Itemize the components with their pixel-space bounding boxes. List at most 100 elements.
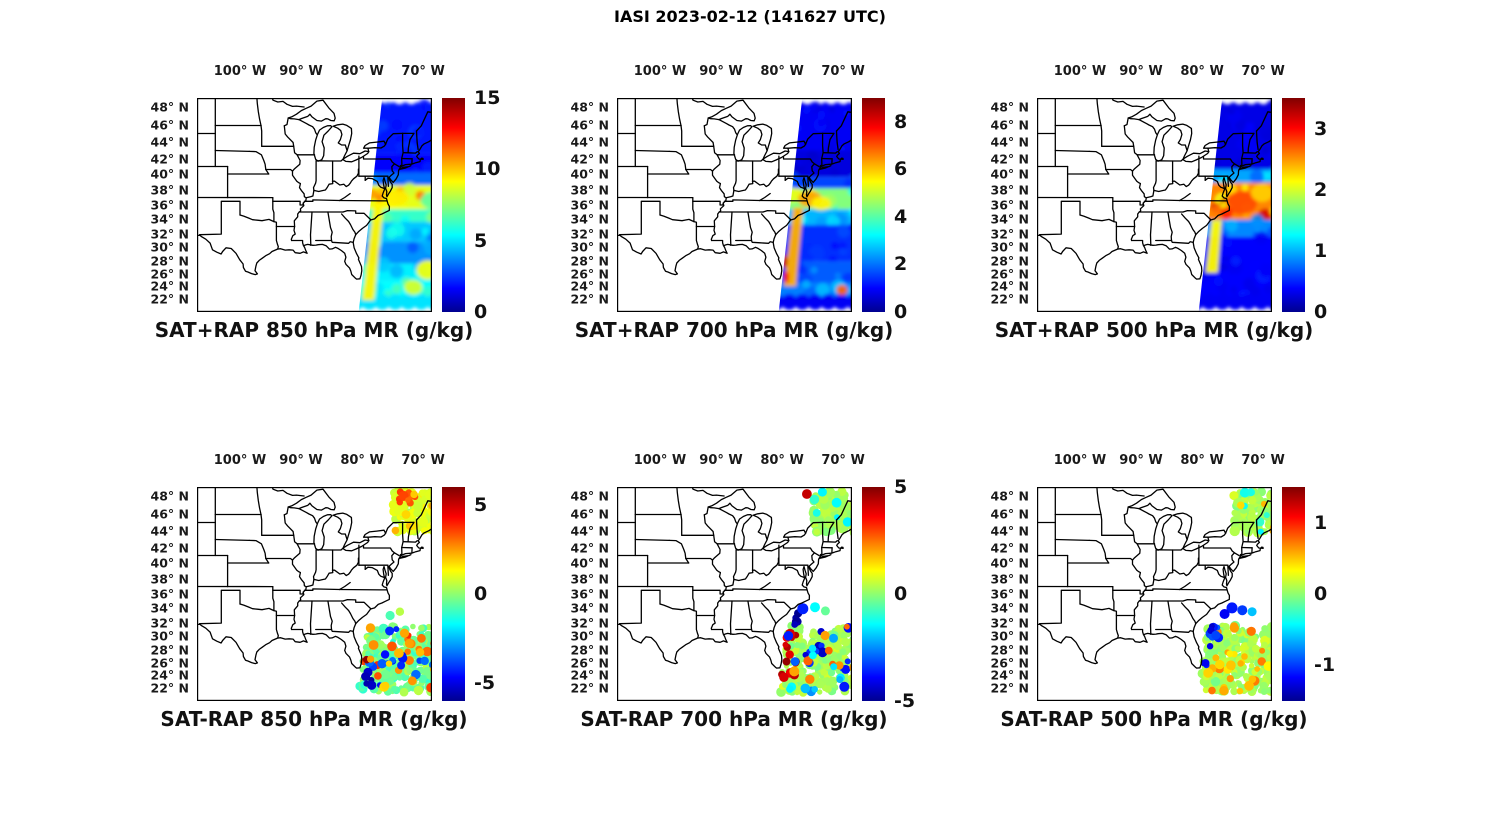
lat-tick-label: 46° N <box>990 506 1029 522</box>
panel-title-sat-minus-rap-700: SAT-RAP 700 hPa MR (g/kg) <box>580 707 888 731</box>
colorbar-tick-label: 4 <box>894 205 908 228</box>
lat-tick-label: 28° N <box>150 253 189 269</box>
lat-tick-label: 24° N <box>990 278 1029 294</box>
panel-title-sat-minus-rap-850: SAT-RAP 850 hPa MR (g/kg) <box>160 707 468 731</box>
lat-tick-label: 42° N <box>150 540 189 556</box>
colorbar-tick-label: 5 <box>474 493 488 516</box>
lat-tick-label: 36° N <box>570 586 609 602</box>
map-frame <box>1037 487 1272 701</box>
lat-tick-label: 48° N <box>150 488 189 504</box>
lon-tick-label: 100° W <box>1053 64 1107 79</box>
lat-tick-label: 38° N <box>570 182 609 198</box>
lon-tick-label: 100° W <box>633 453 687 468</box>
state-borders <box>617 98 852 280</box>
colorbar-sat-minus-rap-500 <box>1282 487 1305 701</box>
lat-tick-label: 26° N <box>150 266 189 282</box>
lat-tick-label: 46° N <box>150 506 189 522</box>
lat-tick-label: 44° N <box>570 134 609 150</box>
lat-tick-label: 32° N <box>150 226 189 242</box>
panel-title-sat-plus-rap-850: SAT+RAP 850 hPa MR (g/kg) <box>154 318 474 342</box>
map-frame <box>197 98 432 312</box>
lat-tick-label: 26° N <box>570 655 609 671</box>
lat-tick-label: 48° N <box>570 99 609 115</box>
lat-tick-label: 38° N <box>150 571 189 587</box>
state-borders <box>1037 487 1272 669</box>
lat-tick-label: 46° N <box>990 117 1029 133</box>
panel-title-sat-plus-rap-700: SAT+RAP 700 hPa MR (g/kg) <box>574 318 894 342</box>
lat-tick-label: 48° N <box>990 488 1029 504</box>
map-frame <box>1037 98 1272 312</box>
lon-tick-label: 80° W <box>1180 64 1224 79</box>
lat-tick-label: 28° N <box>990 642 1029 658</box>
lat-tick-label: 28° N <box>150 642 189 658</box>
colorbar-tick-label: 2 <box>894 253 908 276</box>
lon-tick-label: 90° W <box>699 453 743 468</box>
lat-tick-label: 36° N <box>990 586 1029 602</box>
map-sat-minus-rap-500 <box>1037 487 1272 701</box>
lat-tick-label: 32° N <box>990 226 1029 242</box>
lat-tick-label: 30° N <box>150 239 189 255</box>
colorbar-tick-label: 0 <box>474 583 488 605</box>
colorbar-tick-label: 2 <box>1314 178 1328 201</box>
lat-tick-label: 28° N <box>570 642 609 658</box>
lat-tick-label: 46° N <box>570 506 609 522</box>
lat-tick-label: 42° N <box>150 151 189 167</box>
lat-tick-label: 38° N <box>990 182 1029 198</box>
lat-tick-label: 44° N <box>570 523 609 539</box>
lon-tick-label: 80° W <box>340 453 384 468</box>
colorbar-tick-label: 8 <box>894 110 908 133</box>
colorbar-sat-plus-rap-500 <box>1282 98 1305 312</box>
colorbar-tick-label: 0 <box>894 301 908 323</box>
lon-tick-label: 100° W <box>633 64 687 79</box>
lat-tick-label: 40° N <box>990 555 1029 571</box>
map-sat-plus-rap-700 <box>617 98 852 312</box>
lat-tick-label: 38° N <box>150 182 189 198</box>
lon-tick-label: 90° W <box>279 453 323 468</box>
lat-tick-label: 38° N <box>570 571 609 587</box>
colorbar-tick-label: 15 <box>474 87 501 109</box>
colorbar-tick-label: 5 <box>474 229 488 252</box>
colorbar-tick-label: 3 <box>1314 117 1328 140</box>
colorbar-tick-label: 6 <box>894 158 908 181</box>
lat-tick-label: 24° N <box>570 278 609 294</box>
lat-tick-label: 46° N <box>150 117 189 133</box>
map-frame <box>197 487 432 701</box>
colorbar-tick-label: 0 <box>474 301 488 323</box>
lat-tick-label: 40° N <box>990 166 1029 182</box>
lat-tick-label: 44° N <box>150 523 189 539</box>
lat-tick-label: 34° N <box>990 600 1029 616</box>
lon-tick-label: 70° W <box>1241 453 1285 468</box>
map-sat-plus-rap-500 <box>1037 98 1272 312</box>
lon-tick-label: 80° W <box>760 64 804 79</box>
lat-tick-label: 22° N <box>570 291 609 307</box>
lat-tick-label: 28° N <box>570 253 609 269</box>
lat-tick-label: 36° N <box>570 197 609 213</box>
lat-tick-label: 30° N <box>990 239 1029 255</box>
lat-tick-label: 42° N <box>990 540 1029 556</box>
lon-tick-label: 80° W <box>1180 453 1224 468</box>
state-borders <box>197 98 432 280</box>
colorbar-tick-label: 1 <box>1314 511 1328 534</box>
figure-title: IASI 2023-02-12 (141627 UTC) <box>614 7 886 26</box>
colorbar-tick-label: -5 <box>894 690 916 712</box>
lat-tick-label: 34° N <box>570 600 609 616</box>
lon-tick-label: 70° W <box>821 64 865 79</box>
lon-tick-label: 70° W <box>401 453 445 468</box>
lat-tick-label: 32° N <box>990 615 1029 631</box>
colorbar-sat-plus-rap-850 <box>442 98 465 312</box>
map-sat-minus-rap-700 <box>617 487 852 701</box>
lat-tick-label: 40° N <box>150 555 189 571</box>
colorbar-tick-label: -1 <box>1314 654 1336 677</box>
lat-tick-label: 26° N <box>990 655 1029 671</box>
map-sat-minus-rap-850 <box>197 487 432 701</box>
colorbar-sat-plus-rap-700 <box>862 98 885 312</box>
lat-tick-label: 34° N <box>150 600 189 616</box>
lat-tick-label: 44° N <box>990 523 1029 539</box>
colorbar-tick-label: 0 <box>1314 583 1328 605</box>
lat-tick-label: 48° N <box>990 99 1029 115</box>
lat-tick-label: 30° N <box>990 628 1029 644</box>
lat-tick-label: 36° N <box>150 586 189 602</box>
lat-tick-label: 34° N <box>990 211 1029 227</box>
lat-tick-label: 48° N <box>150 99 189 115</box>
lat-tick-label: 22° N <box>990 291 1029 307</box>
